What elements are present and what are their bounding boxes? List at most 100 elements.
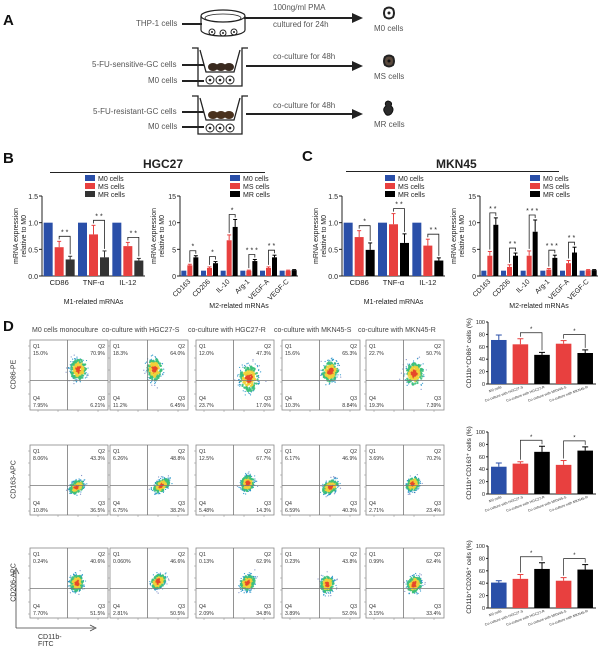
y-tick-label: 60 [479, 455, 485, 461]
event-dot [336, 587, 338, 589]
bar [491, 466, 507, 494]
event-dot [246, 588, 249, 592]
quadrant-name: Q3 [178, 396, 185, 402]
event-dot [78, 361, 82, 364]
event-dot [416, 381, 419, 385]
event-dot [410, 490, 413, 492]
quadrant-name: Q3 [350, 604, 357, 610]
x-axis-label: M1-related mRNAs [364, 299, 424, 306]
event-dot [74, 357, 76, 360]
quadrant-name: Q4 [113, 604, 120, 610]
event-dot [336, 482, 339, 485]
event-dot [409, 475, 411, 477]
quadrant-q2-value: 62.4% [426, 559, 441, 565]
quadrant-q2-value: 43.8% [342, 559, 357, 565]
event-dot [254, 576, 256, 578]
bar-ms-cells [285, 270, 291, 276]
event-dot [239, 384, 242, 386]
quadrant-name: Q2 [98, 344, 105, 350]
flow-column-title: co-culture with MKN45-S [274, 327, 352, 334]
event-dot [241, 581, 245, 584]
event-dot [243, 578, 246, 581]
event-dot [326, 581, 330, 585]
event-dot [248, 581, 251, 584]
event-dot [154, 361, 157, 365]
quadrant-name: Q2 [98, 449, 105, 455]
event-dot [76, 379, 78, 381]
event-dot [324, 493, 327, 495]
bar [534, 568, 550, 608]
event-dot [413, 577, 416, 580]
quadrant-name: Q2 [350, 344, 357, 350]
event-dot [82, 480, 85, 483]
event-dot [159, 573, 161, 575]
event-dot [249, 574, 251, 576]
event-dot [76, 580, 79, 584]
event-dot [159, 369, 162, 373]
event-dot [417, 479, 420, 482]
legend-swatch [85, 183, 95, 189]
event-dot [241, 364, 243, 366]
event-dot [239, 580, 241, 582]
m0-cell-icon [383, 6, 395, 20]
event-dot [320, 574, 322, 576]
event-dot [86, 483, 88, 485]
event-dot [79, 381, 81, 383]
event-dot [420, 388, 422, 390]
dot-cloud [148, 475, 173, 495]
event-dot [243, 366, 246, 370]
event-dot [145, 361, 148, 363]
x-axis-label: M1-related mRNAs [64, 299, 124, 306]
event-dot [73, 354, 75, 356]
legend-label: MS cells [243, 184, 270, 191]
event-dot [326, 571, 328, 573]
event-dot [160, 575, 163, 578]
dot-cloud [234, 359, 267, 396]
event-dot [244, 364, 246, 367]
bar-mr-cells [552, 257, 558, 276]
arrow [182, 23, 202, 25]
bar-mr-cells [193, 257, 199, 276]
event-dot [419, 482, 422, 484]
event-dot [72, 488, 75, 491]
event-dot [409, 491, 411, 493]
significance-bracket [509, 247, 516, 263]
event-dot [409, 363, 411, 365]
event-dot [413, 373, 417, 376]
y-tick-label: 20 [479, 480, 485, 486]
quadrant-q3-value: 8.84% [342, 403, 357, 409]
bar-mr-cells [365, 249, 375, 276]
event-dot [335, 489, 337, 492]
event-dot [154, 384, 156, 386]
x-tick-label: M0 cells [488, 609, 502, 617]
event-dot [253, 382, 256, 385]
significance-label: * [211, 250, 214, 257]
panel-b-letter: B [3, 150, 14, 167]
legend-label: MS cells [398, 184, 425, 191]
event-dot [258, 365, 260, 367]
quadrant-name: Q3 [98, 396, 105, 402]
event-dot [247, 490, 250, 492]
significance-bracket [189, 250, 197, 263]
event-dot [257, 380, 259, 383]
quadrant-q2-value: 46.6% [170, 559, 185, 565]
quadrant-q4-value: 11.2% [113, 403, 128, 409]
event-dot [416, 576, 419, 579]
event-dot [156, 387, 158, 389]
significance-label: * [191, 244, 194, 251]
y-tick-label: 0.5 [28, 247, 38, 254]
event-dot [70, 578, 73, 581]
event-dot [332, 590, 334, 593]
event-dot [337, 362, 339, 364]
quadrant-name: Q3 [434, 396, 441, 402]
event-dot [163, 372, 165, 374]
bar-ms-cells [187, 265, 193, 276]
quadrant-name: Q4 [33, 604, 40, 610]
event-dot [240, 483, 242, 485]
quadrant-q3-value: 33.4% [426, 611, 441, 617]
event-dot [406, 586, 408, 588]
event-dot [154, 381, 156, 384]
